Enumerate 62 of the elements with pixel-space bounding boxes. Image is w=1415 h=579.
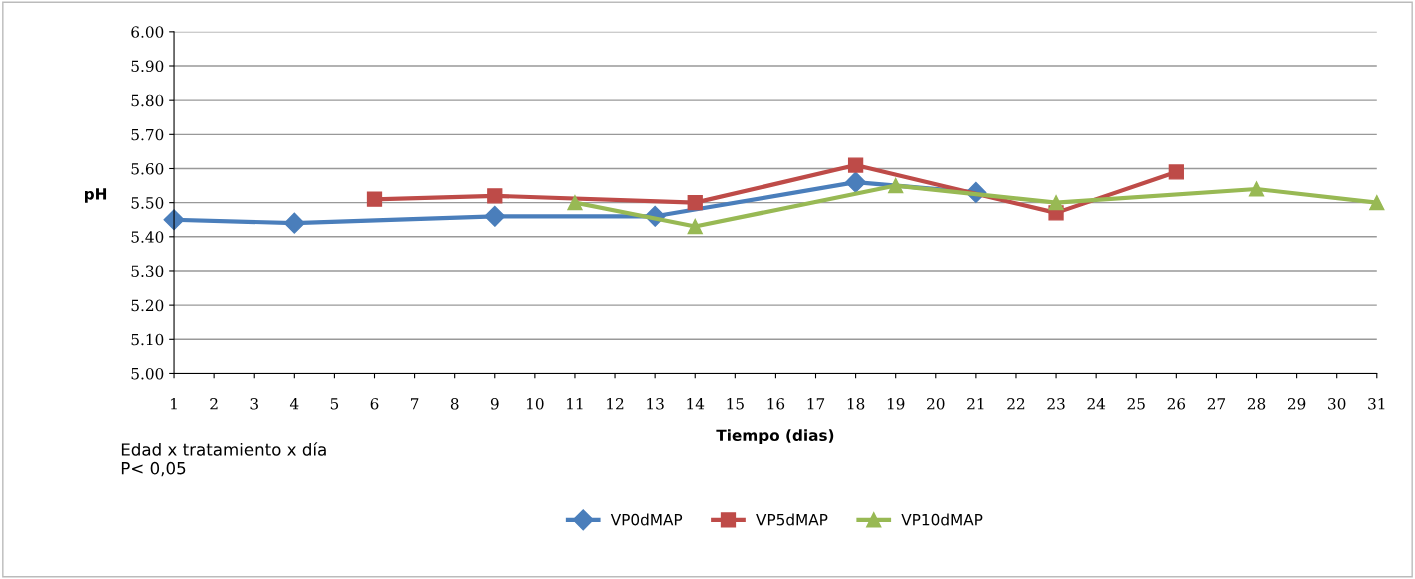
x-tick-label: 7 [411, 398, 419, 410]
point [1048, 195, 1064, 211]
y-tick-label: 5.10 [131, 333, 164, 346]
x-tick-label: 24 [1087, 398, 1106, 410]
x-tick-label: 9 [490, 398, 499, 410]
point [1248, 181, 1265, 197]
y-tick-label: 5.40 [131, 231, 164, 243]
x-tick-label: 12 [607, 398, 624, 410]
x-tick-label: 27 [1207, 398, 1226, 410]
x-tick-label: 30 [1328, 398, 1346, 410]
point [1369, 195, 1385, 211]
point [1168, 164, 1184, 180]
x-tick-label: 15 [727, 398, 744, 410]
x-tick-label: 8 [450, 398, 459, 410]
point [283, 212, 305, 234]
point [366, 191, 383, 207]
y-tick-label: 5.70 [131, 128, 164, 141]
x-tick-label: 19 [887, 398, 905, 410]
x-tick-label: 28 [1247, 398, 1266, 410]
x-tick-label: 17 [807, 398, 825, 410]
x-tick-label: 6 [370, 398, 379, 410]
legend-label: VP5dMAP [756, 513, 828, 526]
y-tick-label: 5.80 [131, 94, 164, 107]
point [845, 171, 867, 193]
text: Edad x tratamiento x día P< 0,05 [121, 442, 326, 477]
point [487, 188, 503, 204]
point [888, 177, 904, 194]
x-tick-label: 14 [687, 398, 705, 410]
point [687, 218, 703, 235]
y-tick-label: 5.90 [131, 60, 164, 73]
x-tick-label: 5 [330, 398, 339, 410]
x-tick-label: 26 [1167, 398, 1186, 410]
y-tick-label: 5.30 [131, 265, 164, 277]
x-tick-label: 16 [767, 398, 785, 410]
x-tick-label: 1 [171, 398, 177, 410]
x-tick-label: 23 [1047, 398, 1065, 410]
x-tick-label: 3 [250, 398, 258, 410]
legend-label: VP0dMAP [610, 513, 683, 526]
y-tick-label: 5.60 [131, 162, 164, 175]
y-axis-title: pH [85, 188, 107, 203]
y-tick-label: 5.20 [131, 299, 164, 312]
x-tick-label: 13 [647, 398, 664, 410]
point [687, 195, 703, 211]
y-tick-label: 6.00 [131, 26, 164, 38]
point [484, 205, 506, 227]
x-tick-label: 4 [289, 398, 299, 410]
y-tick-label: 5.50 [131, 197, 164, 209]
x-tick-label: 11 [567, 398, 583, 410]
point [567, 195, 583, 211]
x-axis-title: Tiempo (dias) [716, 429, 834, 444]
point [847, 157, 864, 173]
x-tick-label: 18 [847, 398, 865, 410]
legend-label: VP10dMAP [901, 513, 983, 526]
x-tick-label: 21 [967, 398, 984, 410]
x-tick-label: 25 [1127, 398, 1145, 410]
x-tick-label: 29 [1287, 398, 1306, 410]
x-tick-label: 10 [527, 398, 544, 410]
x-tick-label: 31 [1368, 398, 1385, 410]
x-tick-label: 2 [210, 398, 218, 410]
x-tick-label: 20 [927, 398, 945, 410]
y-tick-label: 5.00 [131, 367, 164, 380]
x-tick-label: 22 [1007, 398, 1025, 410]
